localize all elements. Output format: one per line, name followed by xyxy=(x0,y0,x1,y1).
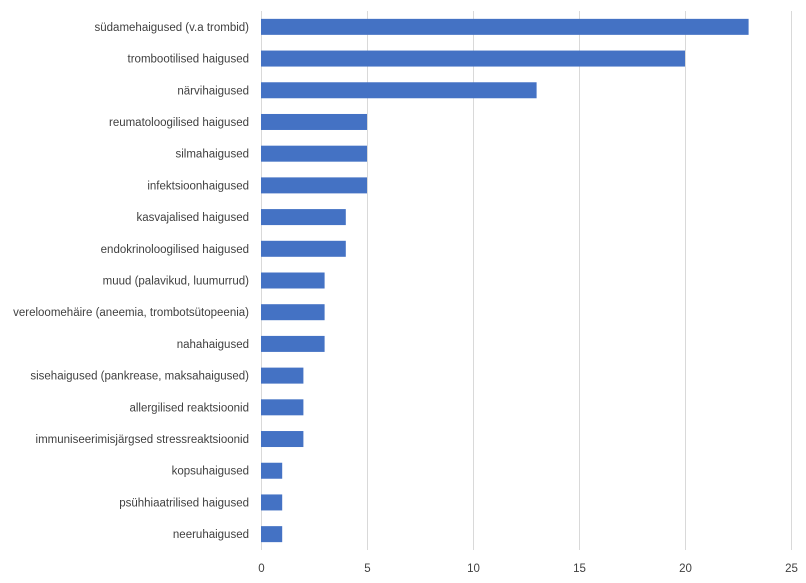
gridlines xyxy=(261,11,792,550)
category-label: immuniseerimisjärgsed stressreaktsioonid xyxy=(36,434,249,446)
x-tick-label: 5 xyxy=(364,563,370,575)
category-label: kasvajalised haigused xyxy=(136,212,249,224)
category-label: trombootilised haigused xyxy=(128,54,249,66)
x-tick-label: 15 xyxy=(573,563,586,575)
category-label: närvihaigused xyxy=(177,85,249,97)
category-label: nahahaigused xyxy=(177,339,249,351)
bar xyxy=(261,50,685,67)
category-label: infektsioonhaigused xyxy=(147,180,249,192)
category-label: muud (palavikud, luumurrud) xyxy=(103,276,250,288)
bar xyxy=(261,367,304,384)
x-tick-label: 10 xyxy=(467,563,480,575)
bar xyxy=(261,335,325,352)
bar xyxy=(261,399,304,416)
category-label: reumatoloogilised haigused xyxy=(109,117,249,129)
bar xyxy=(261,177,367,194)
bar xyxy=(261,113,367,130)
x-axis-tick-labels: 0 5 10 15 20 25 xyxy=(258,563,798,575)
bar xyxy=(261,82,537,99)
bar xyxy=(261,240,346,257)
bar xyxy=(261,494,283,511)
x-tick-label: 20 xyxy=(679,563,692,575)
category-label: sisehaigused (pankrease, maksahaigused) xyxy=(30,371,249,383)
category-label: kopsuhaigused xyxy=(172,466,249,478)
bar xyxy=(261,526,283,543)
x-tick-label: 25 xyxy=(785,563,798,575)
category-label: silmahaigused xyxy=(175,149,249,161)
bar xyxy=(261,304,325,321)
category-label: psühhiaatrilised haigused xyxy=(119,497,249,509)
category-label: neeruhaigused xyxy=(173,529,249,541)
x-tick-label: 0 xyxy=(258,563,264,575)
category-label: allergilised reaktsioonid xyxy=(129,402,249,414)
bar xyxy=(261,462,283,479)
bar xyxy=(261,145,367,162)
bar xyxy=(261,209,346,226)
bar xyxy=(261,272,325,289)
category-label: südamehaigused (v.a trombid) xyxy=(95,22,250,34)
category-label: endokrinoloogilised haigused xyxy=(101,244,249,256)
bar xyxy=(261,431,304,448)
bar xyxy=(261,18,749,35)
category-labels: südamehaigused (v.a trombid) trombootilis… xyxy=(13,22,249,541)
bars xyxy=(261,18,749,543)
category-label: vereloomehäire (aneemia, trombotsütopeen… xyxy=(13,307,249,319)
